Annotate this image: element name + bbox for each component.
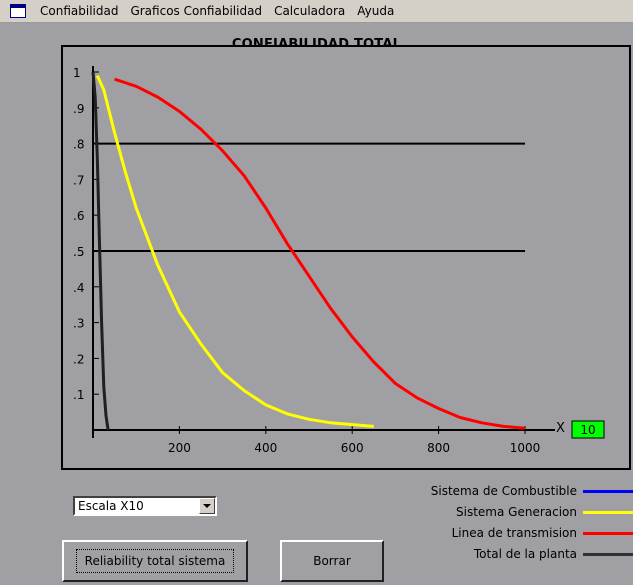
tick-labels: 200 400 600 800 1000 .1 .2 .3 .4 .5 .6 .7 .8 .9 1 (73, 66, 540, 455)
legend-swatch (583, 489, 633, 493)
app-window-icon[interactable] (10, 4, 26, 18)
x-scale-value: 10 (580, 423, 595, 437)
menu-confiabilidad[interactable]: Confiabilidad (40, 4, 119, 18)
clear-button[interactable]: Borrar (280, 540, 384, 582)
x-tick-label: 1000 (510, 441, 541, 455)
series-layer (91, 71, 526, 431)
menu-bar: Confiabilidad Graficos Confiabilidad Cal… (0, 0, 633, 23)
legend-item-combustible: Sistema de Combustible (431, 484, 633, 498)
menu-calculadora[interactable]: Calculadora (274, 4, 346, 18)
x-scale-box (571, 420, 605, 439)
legend-swatch (583, 531, 633, 535)
chart-frame (61, 45, 631, 470)
scale-select-value: Escala X10 (78, 499, 144, 513)
legend-item-total: Total de la planta (474, 547, 633, 561)
reliability-total-button[interactable]: Reliability total sistema (62, 540, 248, 582)
y-tick-label: .7 (73, 173, 84, 187)
clear-button-label: Borrar (313, 554, 351, 568)
x-tick-label: 200 (168, 441, 191, 455)
legend-item-generacion: Sistema Generacion (456, 505, 633, 519)
legend-label: Sistema de Combustible (430, 484, 577, 498)
y-tick-label: .3 (73, 317, 84, 331)
y-tick-label: .1 (73, 388, 84, 402)
x-tick-label: 800 (427, 441, 450, 455)
legend-item-transmision: Linea de transmision (452, 526, 633, 540)
series-line-1 (95, 74, 374, 428)
chevron-down-icon[interactable] (199, 498, 215, 514)
scale-select[interactable]: Escala X10 (73, 496, 217, 516)
y-tick-label: .8 (73, 138, 84, 152)
reliability-total-button-label: Reliability total sistema (75, 549, 235, 573)
y-tick-label: .2 (73, 352, 84, 366)
legend-swatch (583, 510, 633, 514)
y-tick-label: .9 (73, 102, 84, 116)
y-tick-label: .6 (73, 209, 84, 223)
y-tick-label: 1 (73, 66, 81, 80)
series-line-2 (114, 77, 526, 430)
legend-label: Linea de transmision (451, 526, 577, 540)
legend-label: Total de la planta (473, 547, 577, 561)
legend-swatch (583, 552, 633, 556)
x-tick-label: 400 (254, 441, 277, 455)
x-tick-label: 600 (341, 441, 364, 455)
reference-lines (93, 142, 525, 252)
menu-ayuda[interactable]: Ayuda (357, 4, 395, 18)
y-tick-label: .5 (73, 245, 84, 259)
menu-graficos-confiabilidad[interactable]: Graficos Confiabilidad (130, 4, 263, 18)
y-tick-label: .4 (73, 281, 84, 295)
series-line-3 (91, 71, 110, 431)
x-axis-symbol: X (556, 421, 565, 436)
legend-label: Sistema Generacion (456, 505, 577, 519)
